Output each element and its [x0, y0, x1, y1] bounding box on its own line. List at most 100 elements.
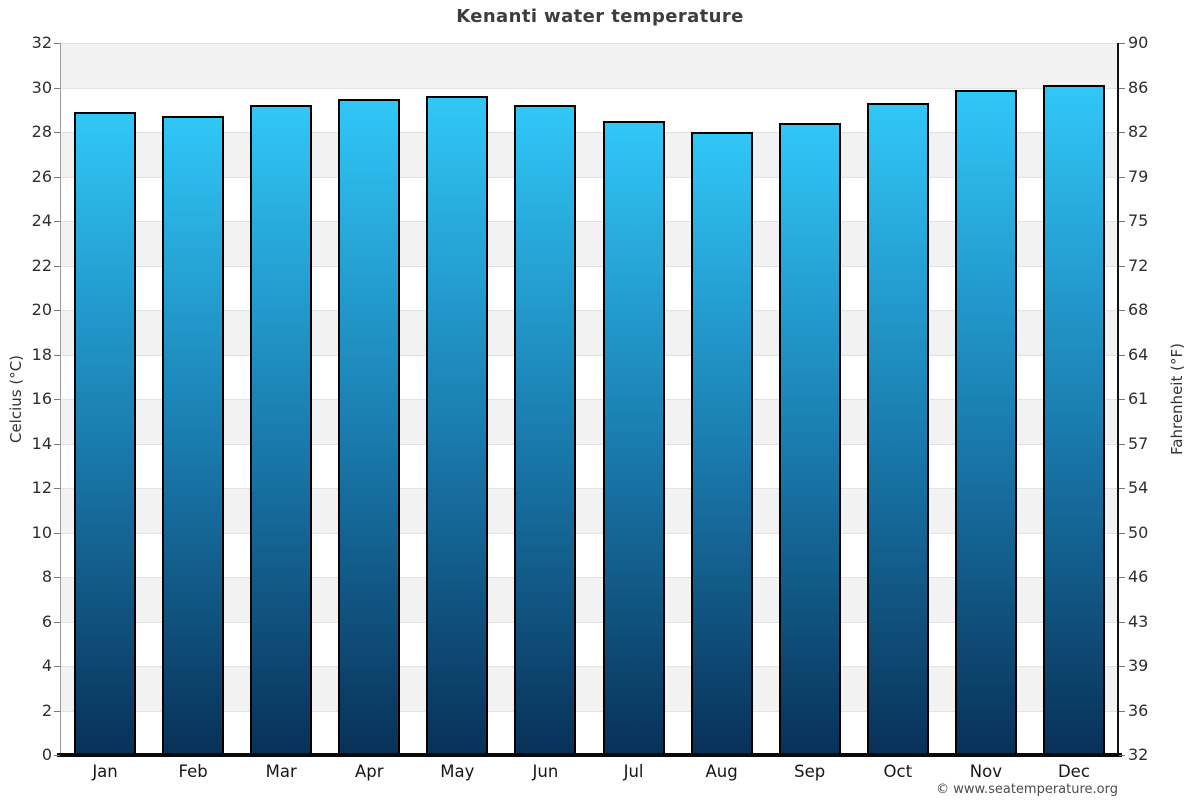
tick-mark-left — [54, 755, 60, 756]
y-tick-label-fahrenheit: 72 — [1128, 255, 1149, 275]
tick-mark-left — [54, 666, 60, 667]
bar-may[interactable] — [426, 96, 489, 755]
tick-mark-right — [1119, 755, 1125, 756]
y-tick-label-celsius: 0 — [41, 745, 52, 764]
source-credit-link[interactable]: © www.seatemperature.org — [936, 782, 1118, 797]
bar-apr[interactable] — [338, 98, 401, 755]
y-tick-label-celsius: 28 — [31, 122, 52, 141]
tick-mark-right — [1119, 43, 1125, 44]
grid-band — [61, 132, 1118, 177]
tick-mark-left — [54, 221, 60, 222]
gridline — [61, 577, 1118, 578]
tick-mark-left — [54, 88, 60, 89]
tick-mark-left — [54, 577, 60, 578]
bar-jan[interactable] — [74, 111, 137, 755]
x-tick-label-oct: Oct — [883, 762, 913, 781]
x-tick-label-sep: Sep — [794, 762, 826, 781]
x-tick-label-jul: Jul — [623, 762, 644, 781]
y-tick-label-celsius: 26 — [31, 166, 52, 186]
gridline — [61, 310, 1118, 311]
y-tick-label-celsius: 10 — [31, 522, 52, 542]
y-tick-label-celsius: 18 — [31, 344, 52, 364]
y-tick-label-celsius: 4 — [41, 656, 52, 675]
bar-sep[interactable] — [778, 123, 841, 755]
gridline — [61, 711, 1118, 712]
tick-mark-left — [54, 355, 60, 356]
grid-band — [61, 532, 1118, 577]
plot-area — [61, 43, 1118, 755]
gridline — [61, 221, 1118, 222]
tick-mark-left — [54, 444, 60, 445]
tick-mark-left — [54, 43, 60, 44]
y-tick-label-celsius: 16 — [31, 389, 52, 408]
x-tick-label-aug: Aug — [705, 762, 738, 781]
tick-mark-left — [54, 310, 60, 311]
bar-mar[interactable] — [250, 105, 313, 755]
gridline — [61, 177, 1118, 178]
y-tick-label-fahrenheit: 43 — [1128, 611, 1149, 631]
x-tick-label-mar: Mar — [265, 762, 297, 781]
grid-band — [61, 488, 1118, 533]
gridline — [61, 622, 1118, 623]
y-tick-label-celsius: 32 — [31, 33, 52, 52]
tick-mark-right — [1119, 310, 1125, 311]
tick-mark-right — [1119, 577, 1125, 578]
y-tick-label-fahrenheit: 86 — [1128, 77, 1149, 97]
y-tick-label-celsius: 2 — [41, 700, 52, 720]
bar-jul[interactable] — [602, 120, 665, 755]
gridline — [61, 488, 1118, 489]
gridline — [61, 88, 1118, 89]
grid-band — [61, 176, 1118, 221]
y-tick-label-celsius: 24 — [31, 211, 52, 230]
bar-dec[interactable] — [1042, 85, 1105, 755]
gridline — [61, 43, 1118, 44]
bar-aug[interactable] — [690, 132, 753, 755]
gridline — [61, 355, 1118, 356]
tick-mark-left — [54, 533, 60, 534]
y-tick-label-fahrenheit: 82 — [1128, 122, 1149, 141]
y-tick-label-fahrenheit: 64 — [1128, 344, 1149, 364]
y-tick-label-fahrenheit: 39 — [1128, 656, 1149, 675]
y-tick-label-fahrenheit: 50 — [1128, 522, 1149, 542]
y-tick-label-celsius: 22 — [31, 255, 52, 275]
gridline — [61, 132, 1118, 133]
grid-band — [61, 443, 1118, 488]
y-axis-line-right — [1117, 43, 1119, 755]
tick-mark-right — [1119, 444, 1125, 445]
gridline — [61, 533, 1118, 534]
grid-band — [61, 621, 1118, 666]
grid-band — [61, 666, 1118, 711]
grid-band — [61, 43, 1118, 88]
y-tick-label-fahrenheit: 90 — [1128, 33, 1149, 52]
y-tick-label-celsius: 8 — [41, 567, 52, 586]
y-tick-label-fahrenheit: 68 — [1128, 300, 1149, 319]
grid-band — [61, 710, 1118, 755]
grid-band — [61, 577, 1118, 622]
gridline — [61, 266, 1118, 267]
tick-mark-right — [1119, 533, 1125, 534]
gridline — [61, 444, 1118, 445]
bar-jun[interactable] — [514, 105, 577, 755]
x-tick-label-jun: Jun — [532, 762, 559, 781]
grid-band — [61, 354, 1118, 399]
y-tick-label-fahrenheit: 54 — [1128, 478, 1149, 497]
tick-mark-left — [54, 177, 60, 178]
tick-mark-right — [1119, 177, 1125, 178]
y-tick-label-fahrenheit: 79 — [1128, 166, 1149, 186]
y-tick-label-celsius: 20 — [31, 300, 52, 319]
bar-feb[interactable] — [162, 116, 225, 755]
x-axis-line — [57, 753, 1122, 757]
gridline — [61, 666, 1118, 667]
bar-nov[interactable] — [954, 89, 1017, 755]
y-tick-label-fahrenheit: 46 — [1128, 567, 1149, 586]
tick-mark-left — [54, 399, 60, 400]
tick-mark-right — [1119, 399, 1125, 400]
tick-mark-right — [1119, 132, 1125, 133]
y-tick-label-fahrenheit: 75 — [1128, 211, 1149, 230]
tick-mark-right — [1119, 266, 1125, 267]
x-tick-label-apr: Apr — [355, 762, 384, 781]
grid-band — [61, 87, 1118, 132]
bar-oct[interactable] — [866, 103, 929, 755]
tick-mark-right — [1119, 221, 1125, 222]
